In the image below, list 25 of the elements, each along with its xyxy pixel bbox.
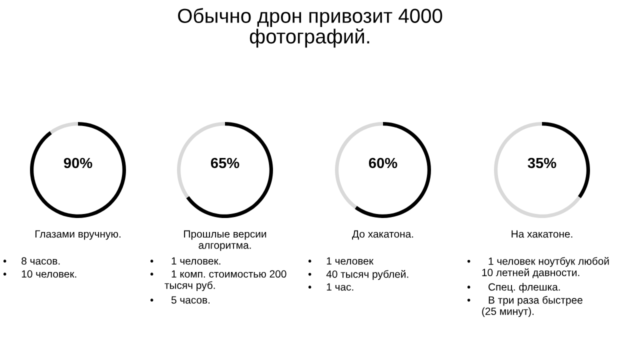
- text: До хакатона.: [352, 230, 414, 240]
- text: Прошлые версии алгоритма.: [184, 230, 266, 251]
- donut-slice: [494, 122, 581, 218]
- text: • 10 человек.: [3, 270, 76, 278]
- donut-slice: [354, 122, 431, 218]
- data-label: 65%: [210, 158, 240, 168]
- data-label: 60%: [368, 158, 398, 168]
- text: • 1 комп. стоимостью 200 тысяч руб.: [150, 270, 286, 292]
- text: Обычно дрон привозит 4000 фотографий.: [178, 8, 442, 48]
- data-label: 90%: [64, 158, 92, 168]
- text: • 5 часов.: [150, 296, 210, 304]
- text: • 1 человек.: [150, 257, 220, 265]
- text: • Спец. флешка.: [467, 283, 560, 293]
- data-label: 35%: [528, 158, 556, 168]
- donut-slice: [186, 122, 273, 218]
- text: • 1 человек: [308, 257, 374, 265]
- text: • 40 тысяч рублей.: [308, 270, 408, 280]
- donut-slice: [30, 122, 126, 218]
- text: • 1 человек ноутбук любой 10 летней давности.: [467, 257, 609, 278]
- text: • 1 час.: [308, 283, 354, 291]
- text: • 8 часов.: [3, 257, 60, 265]
- text: Глазами вручную.: [35, 230, 120, 240]
- text: • В три раза быстрее (25 минут).: [467, 296, 582, 318]
- donut-slice: [50, 122, 78, 134]
- text: На хакатоне.: [512, 230, 572, 238]
